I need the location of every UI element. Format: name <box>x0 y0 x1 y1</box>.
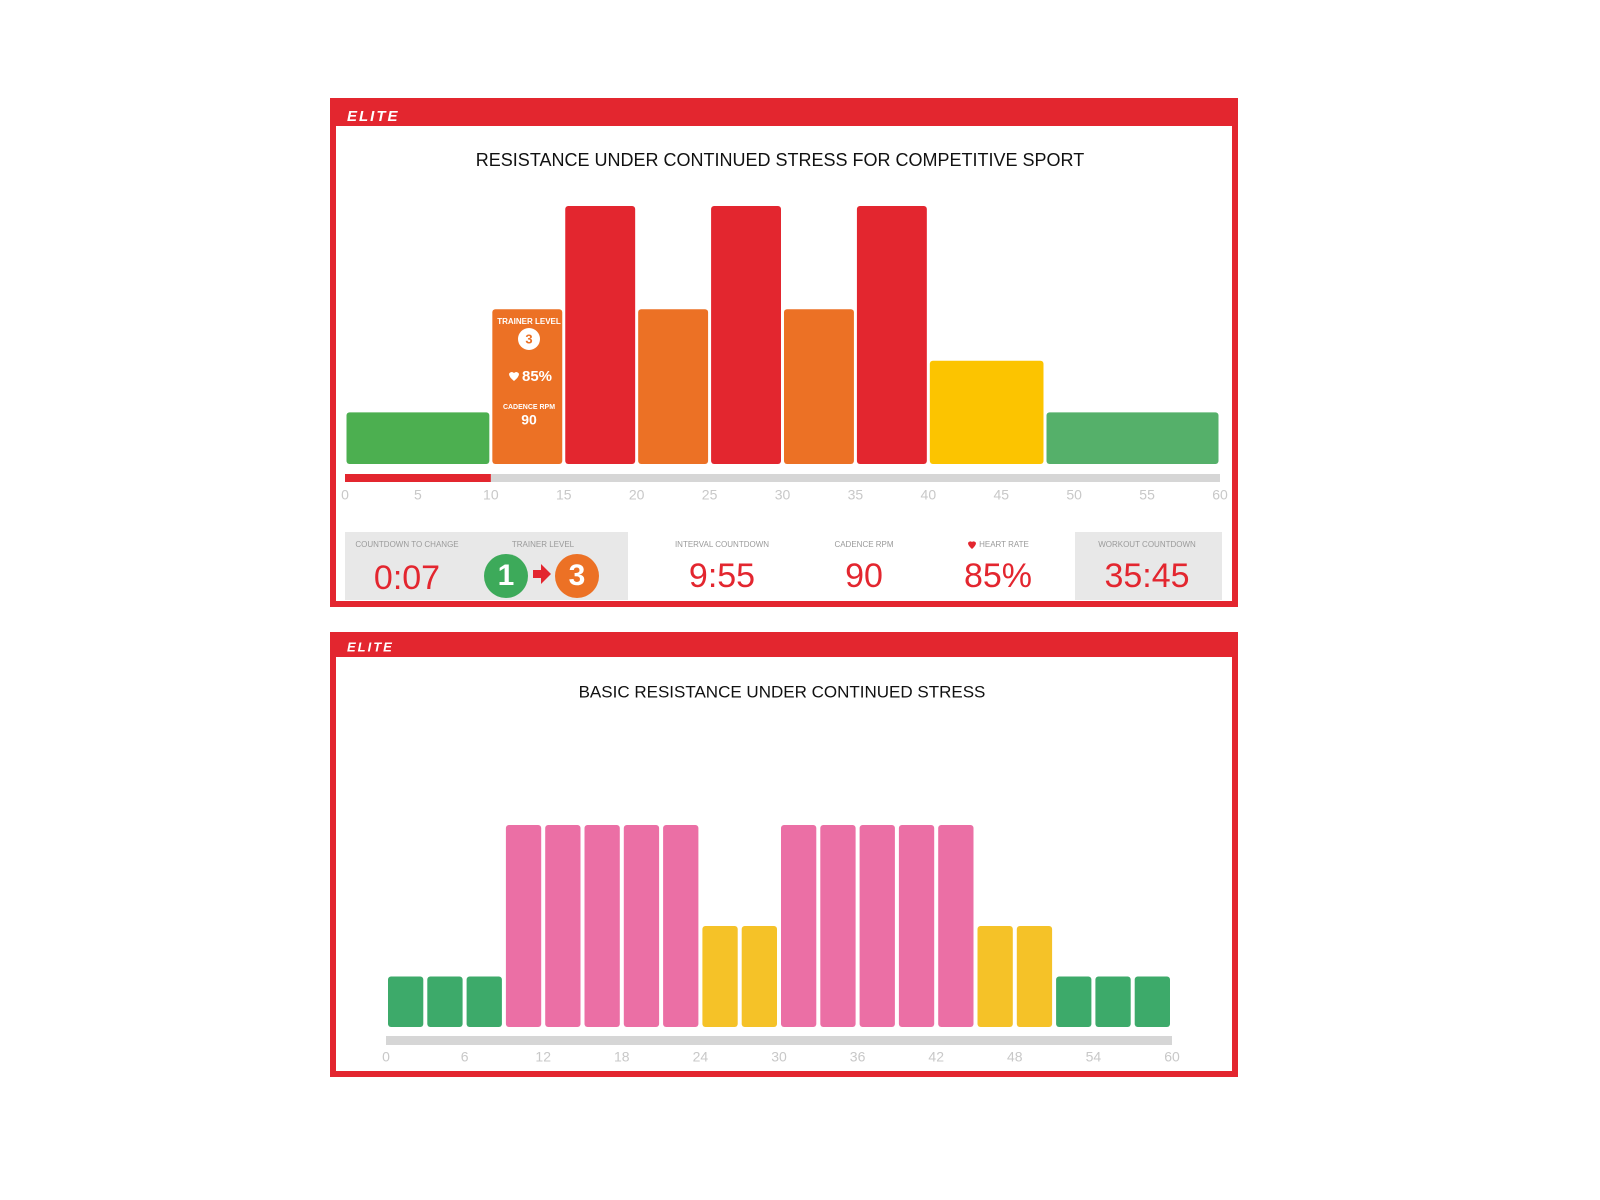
x-tick-label: 50 <box>1066 487 1082 503</box>
bar <box>663 825 699 1027</box>
bar <box>820 825 856 1027</box>
logo: ELITE <box>347 108 400 125</box>
stat-value: 35:45 <box>1104 557 1189 595</box>
panel-header <box>333 635 1235 657</box>
stats-section <box>628 532 1075 600</box>
bar <box>346 412 490 464</box>
x-tick-label: 10 <box>483 487 499 503</box>
bar <box>388 976 424 1027</box>
stat-label: TRAINER LEVEL <box>512 540 575 549</box>
bar <box>929 360 1044 464</box>
bar <box>784 309 854 464</box>
level-badge <box>484 554 528 598</box>
x-tick-label: 54 <box>1086 1049 1102 1065</box>
overlay-label: CADENCE RPM <box>503 404 555 411</box>
stat-label: INTERVAL COUNTDOWN <box>675 540 769 549</box>
overlay-cadence: 90 <box>521 412 537 428</box>
interval-overlay: TRAINER LEVEL 3 85% CADENCE RPM 90 <box>497 317 561 428</box>
x-tick-label: 60 <box>1212 487 1228 503</box>
chart-title: RESISTANCE UNDER CONTINUED STRESS FOR CO… <box>476 150 1084 170</box>
x-tick-label: 6 <box>461 1049 469 1065</box>
bar <box>781 825 817 1027</box>
stats-section <box>1075 532 1222 600</box>
x-tick-label: 30 <box>771 1049 787 1065</box>
bar <box>565 206 636 464</box>
x-tick-label: 60 <box>1164 1049 1180 1065</box>
overlay-label: TRAINER LEVEL <box>497 317 561 326</box>
heart-icon <box>509 372 519 381</box>
x-tick-label: 18 <box>614 1049 630 1065</box>
stat-value: 9:55 <box>689 557 755 595</box>
level-badge <box>555 554 599 598</box>
bar <box>1016 926 1053 1027</box>
bar <box>898 825 935 1027</box>
x-tick-label: 15 <box>556 487 572 503</box>
x-tick-label: 42 <box>928 1049 944 1065</box>
stats-bar: COUNTDOWN TO CHANGE 0:07 TRAINER LEVEL 1… <box>345 532 1222 600</box>
level-to: 3 <box>569 559 586 592</box>
x-tick-label: 5 <box>414 487 422 503</box>
x-tick-label: 55 <box>1139 487 1155 503</box>
bar <box>545 825 581 1027</box>
stat-value: 90 <box>845 557 883 595</box>
stat-label: HEART RATE <box>979 540 1029 549</box>
progress <box>345 474 491 482</box>
stat-label: WORKOUT COUNTDOWN <box>1098 540 1196 549</box>
bar <box>859 825 895 1027</box>
bar <box>466 976 502 1027</box>
heart-icon <box>968 541 976 549</box>
bar <box>1134 976 1170 1027</box>
bar <box>711 206 781 464</box>
stat-value: 85% <box>964 557 1032 595</box>
bar <box>492 309 563 464</box>
x-tick-label: 25 <box>702 487 718 503</box>
bar <box>638 309 709 464</box>
x-tick-label: 0 <box>382 1049 390 1065</box>
stat-value: 0:07 <box>374 559 440 597</box>
chart-title: BASIC RESISTANCE UNDER CONTINUED STRESS <box>579 682 986 701</box>
panel-header <box>333 101 1235 126</box>
bar <box>702 926 738 1027</box>
x-tick-label: 30 <box>775 487 791 503</box>
x-tick-label: 12 <box>535 1049 551 1065</box>
bar <box>505 825 542 1027</box>
x-tick-label: 24 <box>693 1049 709 1065</box>
bar <box>1095 976 1131 1027</box>
charts: 0 5 10 15 20 25 30 35 40 45 50 55 60 0 6 12 18 24 30 36 42 48… <box>341 206 1228 1065</box>
x-tick-label: 35 <box>848 487 864 503</box>
overlay-level: 3 <box>525 331 532 346</box>
x-tick-label: 40 <box>921 487 937 503</box>
bar <box>1056 976 1092 1027</box>
stat-label: CADENCE RPM <box>834 540 893 549</box>
bar <box>977 926 1013 1027</box>
bar <box>1046 412 1219 464</box>
level-from: 1 <box>498 559 515 592</box>
x-tick-label: 0 <box>341 487 349 503</box>
arrow <box>533 564 551 584</box>
logo: ELITE <box>347 639 394 654</box>
x-tick-label: 45 <box>993 487 1009 503</box>
bar <box>938 825 974 1027</box>
x-tick-label: 48 <box>1007 1049 1023 1065</box>
x-tick-label: 20 <box>629 487 645 503</box>
bar <box>427 976 463 1027</box>
overlay-heart-rate: 85% <box>522 368 552 385</box>
stat-label: COUNTDOWN TO CHANGE <box>355 540 458 549</box>
bar <box>584 825 620 1027</box>
x-tick-label: 36 <box>850 1049 866 1065</box>
bar <box>741 926 777 1027</box>
x-axis-track <box>386 1036 1172 1045</box>
x-axis-track <box>345 474 1220 482</box>
bar <box>623 825 660 1027</box>
level-badge <box>518 328 540 350</box>
bar <box>856 206 927 464</box>
